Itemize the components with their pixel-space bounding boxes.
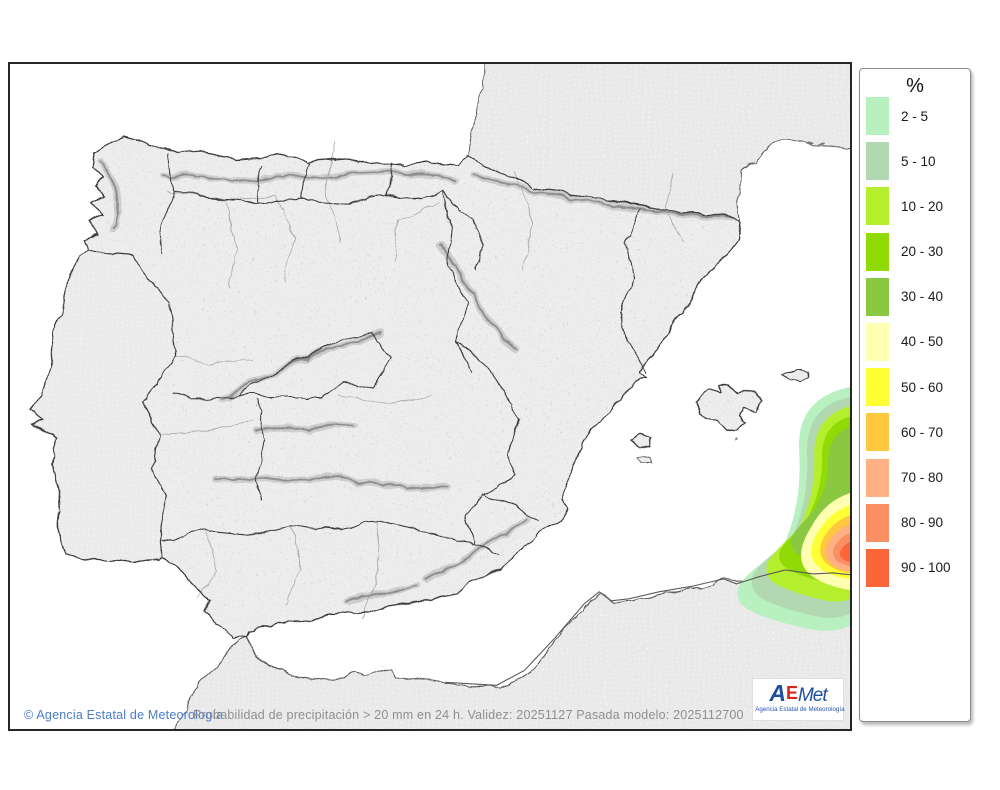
legend-item-80-90: 80 - 90 bbox=[866, 503, 970, 542]
legend-item-20-30: 20 - 30 bbox=[866, 232, 970, 271]
map-caption: Probabilidad de precipitación > 20 mm en… bbox=[193, 708, 744, 722]
logo-letter-a: A bbox=[769, 680, 786, 706]
cabrera-island bbox=[735, 435, 739, 439]
legend-swatch-30-40 bbox=[866, 277, 889, 316]
legend-swatch-20-30 bbox=[866, 232, 889, 271]
legend-range-label: 30 - 40 bbox=[901, 289, 944, 305]
legend-swatch-10-20 bbox=[866, 187, 889, 226]
legend-item-40-50: 40 - 50 bbox=[866, 322, 970, 361]
legend-title: % bbox=[906, 75, 924, 97]
legend-range-label: 10 - 20 bbox=[901, 198, 944, 214]
legend-item-90-100: 90 - 100 bbox=[866, 548, 970, 587]
legend-range-label: 60 - 70 bbox=[901, 424, 944, 440]
portugal-landmass bbox=[29, 248, 174, 559]
legend-item-5-10: 5 - 10 bbox=[866, 142, 970, 181]
map-svg bbox=[10, 64, 850, 729]
legend-range-label: 70 - 80 bbox=[901, 470, 944, 485]
legend-items: 2 - 5 5 - 10 10 - 20 20 - 30 30 - 40 40 - 50 5… bbox=[866, 97, 970, 587]
logo-letter-e: E bbox=[785, 683, 798, 703]
legend-range-label: 40 - 50 bbox=[901, 334, 944, 350]
legend-range-label: 90 - 100 bbox=[901, 560, 951, 576]
map-frame: © Agencia Estatal de Meteorología Probab… bbox=[8, 62, 852, 731]
region-boundaries bbox=[156, 151, 645, 554]
precip-area-90-100 bbox=[839, 541, 850, 562]
legend-range-label: 20 - 30 bbox=[901, 244, 944, 260]
legend-item-2-5: 2 - 5 bbox=[866, 97, 970, 135]
legend-swatch-90-100 bbox=[866, 548, 889, 587]
aemet-logo-wordmark: AEMet bbox=[753, 680, 843, 706]
legend-panel: % 2 - 5 5 - 10 10 - 20 20 - 30 30 - 40 40 - 5… bbox=[859, 68, 971, 722]
legend-swatch-40-50 bbox=[866, 322, 889, 361]
legend-swatch-70-80 bbox=[866, 458, 889, 497]
legend-range-label: 2 - 5 bbox=[901, 108, 929, 124]
legend-item-30-40: 30 - 40 bbox=[866, 277, 970, 316]
legend-swatch-5-10 bbox=[866, 142, 889, 181]
legend-item-70-80: 70 - 80 bbox=[866, 458, 970, 497]
legend-item-50-60: 50 - 60 bbox=[866, 368, 970, 407]
legend-range-label: 50 - 60 bbox=[901, 379, 944, 395]
logo-letters-met: Met bbox=[797, 685, 828, 706]
legend-swatch-50-60 bbox=[866, 368, 889, 407]
coastal-islet bbox=[815, 141, 822, 144]
legend-range-label: 5 - 10 bbox=[901, 153, 936, 169]
africa-coast-overlay bbox=[444, 569, 850, 686]
copyright-text: © Agencia Estatal de Meteorología bbox=[24, 708, 224, 722]
coastline bbox=[29, 132, 809, 640]
aemet-logo: AEMet Agencia Estatal de Meteorología bbox=[752, 678, 845, 721]
aemet-logo-tagline: Agencia Estatal de Meteorología bbox=[755, 706, 845, 713]
legend-swatch-80-90 bbox=[866, 503, 889, 542]
precipitation-probability-area bbox=[737, 387, 850, 631]
legend-swatch-60-70 bbox=[866, 413, 889, 452]
legend-item-60-70: 60 - 70 bbox=[866, 413, 970, 452]
coastal-islet bbox=[802, 138, 811, 142]
legend-range-label: 80 - 90 bbox=[901, 515, 944, 531]
formentera-island bbox=[634, 455, 650, 463]
legend-swatch-2-5 bbox=[866, 97, 889, 135]
province-boundaries bbox=[149, 139, 682, 616]
legend-item-10-20: 10 - 20 bbox=[866, 187, 970, 226]
